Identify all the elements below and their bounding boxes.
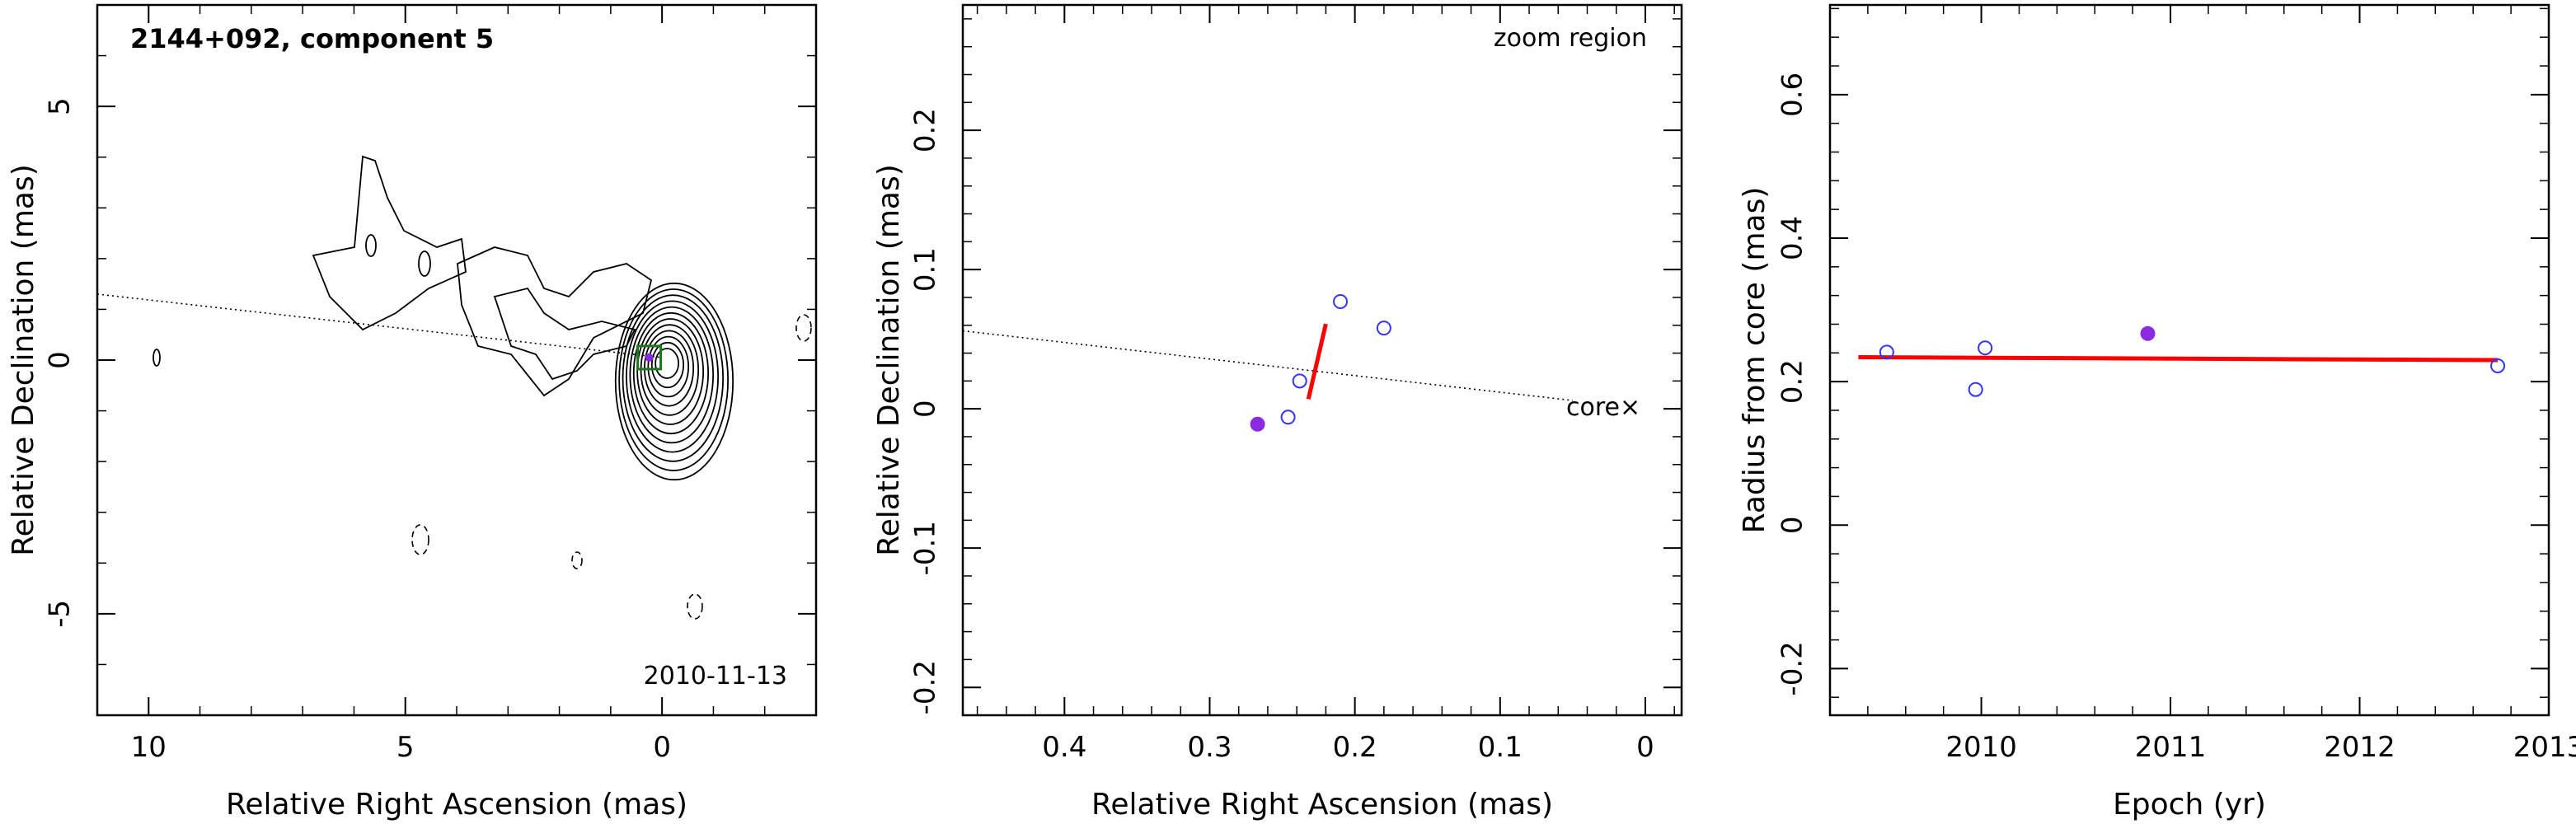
contour-map: [96, 155, 812, 620]
y-tick-label: -5: [44, 600, 77, 628]
y-tick-label: 0: [909, 400, 942, 418]
data-point-open: [2490, 358, 2506, 373]
panel-1-epoch-label: 2010-11-13: [644, 662, 787, 691]
y-tick-label: 5: [44, 97, 77, 115]
y-tick-label: -0.2: [1776, 641, 1809, 695]
core-contour: [626, 300, 720, 453]
data-point-open: [1879, 344, 1894, 360]
x-tick-label: 0.2: [1333, 731, 1377, 764]
panel-2-core-label: core×: [1566, 393, 1640, 422]
ridge-line: [96, 293, 663, 358]
y-tick-label: 0.2: [1776, 359, 1809, 404]
core-contour: [636, 318, 705, 425]
x-tick-label: 10: [131, 731, 167, 764]
panel-2: 0.4 0.3 0.2 0.1 0 -0.2 -0.1 0 0.1 0.2 zoom region…: [872, 3, 1683, 822]
x-tick-label: 0: [653, 731, 671, 764]
negative-contour: [571, 551, 583, 569]
jet-contour: [457, 246, 653, 397]
jet-contour: [493, 287, 636, 381]
core-contour: [629, 306, 715, 444]
panel-2-marks: [962, 294, 1573, 432]
x-tick-label: 2012: [2324, 731, 2395, 764]
panel-3-y-axis-label: Radius from core (mas): [1738, 187, 1771, 534]
data-point-open: [1280, 410, 1296, 425]
y-tick-label: 0.6: [1776, 73, 1809, 117]
panel-2-y-axis-label: Relative Declination (mas): [872, 164, 906, 556]
panel-1: 10 5 0 -5 0 5 2144+092, component 5 2010-11-1…: [7, 3, 818, 822]
data-point-filled: [1250, 416, 1265, 432]
y-tick-label: 0: [44, 351, 77, 369]
negative-contour: [795, 314, 812, 342]
y-tick-label: 0.2: [909, 108, 942, 152]
negative-contour: [411, 524, 429, 555]
data-point-open: [1333, 294, 1349, 310]
fit-line: [1858, 355, 2499, 363]
panel-1-y-axis-label: Relative Declination (mas): [7, 164, 40, 556]
panel-1-frame: [96, 3, 818, 717]
x-tick-label: 2011: [2135, 731, 2207, 764]
x-tick-label: 5: [396, 731, 415, 764]
jet-contour: [365, 234, 377, 257]
panel-2-frame: [961, 3, 1683, 717]
x-tick-label: 0.1: [1478, 731, 1523, 764]
panel-3-x-axis-label: Epoch (yr): [2113, 788, 2266, 822]
panel-1-title: 2144+092, component 5: [130, 23, 494, 54]
jet-contour: [418, 250, 431, 277]
y-tick-label: -0.1: [909, 521, 942, 575]
data-point-open: [1292, 373, 1307, 389]
panel-3-ticks: 2010 2011 2012 2013 -0.2 0 0.2 0.4 0.6: [1776, 5, 2576, 764]
fit-segment: [1306, 323, 1328, 400]
data-point-open: [1376, 321, 1391, 336]
panel-2-zoom-annotation: zoom region: [1494, 24, 1647, 53]
core-contour: [614, 282, 734, 481]
panel-1-x-axis-label: Relative Right Ascension (mas): [226, 788, 687, 822]
y-tick-label: 0.4: [1776, 216, 1809, 260]
x-tick-label: 0.4: [1042, 731, 1086, 764]
core-contour: [622, 294, 725, 462]
jet-contour: [312, 155, 467, 331]
core-contour: [632, 311, 710, 435]
core-contour: [650, 341, 685, 389]
x-tick-label: 0.3: [1187, 731, 1232, 764]
data-point-filled: [2140, 325, 2156, 341]
panel-2-x-axis-label: Relative Right Ascension (mas): [1091, 788, 1553, 822]
jet-contour: [152, 349, 161, 367]
x-tick-label: 2010: [1945, 731, 2017, 764]
component-point: [645, 353, 654, 362]
y-tick-label: 0.1: [909, 247, 942, 292]
x-tick-label: 0: [1636, 731, 1654, 764]
panel-3-frame: [1828, 3, 2550, 717]
data-point-open: [1978, 340, 1993, 356]
negative-contour: [687, 593, 703, 620]
y-tick-label: 0: [1776, 516, 1809, 534]
panel-2-ticks: 0.4 0.3 0.2 0.1 0 -0.2 -0.1 0 0.1 0.2: [909, 5, 1682, 764]
core-contour: [647, 335, 690, 398]
panel-1-ticks: 10 5 0 -5 0 5: [44, 4, 817, 764]
component-box: [636, 344, 663, 371]
panel-3: 2010 2011 2012 2013 -0.2 0 0.2 0.4 0.6 Epoch (yr…: [1738, 3, 2576, 822]
y-tick-label: -0.2: [909, 660, 942, 714]
ridge-line: [962, 330, 1573, 401]
core-contour: [618, 288, 730, 471]
panel-3-marks: [1858, 325, 2506, 397]
x-tick-label: 2013: [2513, 731, 2576, 764]
core-contour: [655, 348, 680, 379]
data-point-open: [1968, 382, 1983, 397]
